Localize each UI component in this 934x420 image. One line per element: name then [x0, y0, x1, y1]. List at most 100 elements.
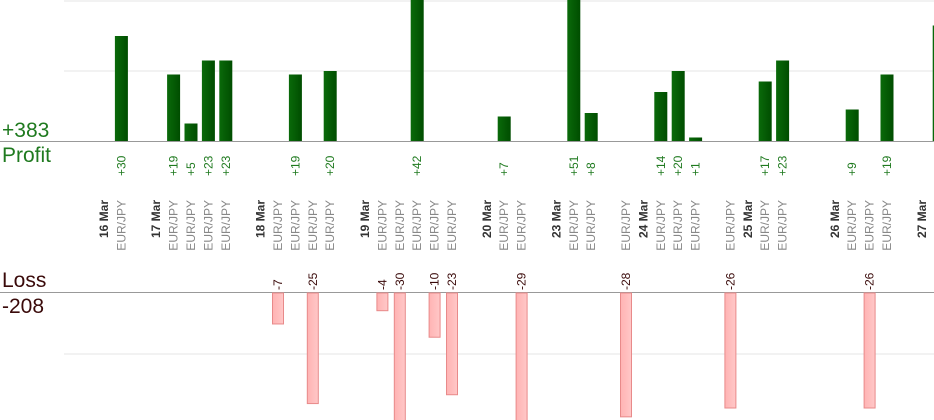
- profit-value-label: +7: [497, 162, 511, 176]
- profit-value-label: +30: [114, 155, 128, 176]
- loss-value-label: -29: [515, 272, 529, 290]
- pair-label: EUR/JPY: [445, 200, 459, 251]
- profit-bar: [671, 71, 685, 141]
- loss-value-label: -10: [428, 272, 442, 290]
- pair-label: EUR/JPY: [497, 200, 511, 251]
- pair-label: EUR/JPY: [184, 200, 198, 251]
- loss-value-label: -26: [723, 272, 737, 290]
- loss-bar: [863, 292, 876, 409]
- profit-value-label: +20: [671, 155, 685, 176]
- loss-value-label: -25: [306, 272, 320, 290]
- profit-bar: [323, 71, 337, 141]
- loss-bar: [446, 292, 458, 396]
- profit-label: Profit: [2, 144, 52, 167]
- pair-label: EUR/JPY: [880, 200, 894, 251]
- profit-value-label: +33: [932, 155, 934, 176]
- profit-bar: [201, 60, 215, 141]
- profit-value-label: +23: [219, 155, 233, 176]
- loss-label: Loss: [2, 269, 47, 292]
- profit-bar: [584, 113, 598, 141]
- pair-label: EUR/JPY: [375, 200, 389, 251]
- date-label: 23 Mar: [549, 200, 563, 238]
- pair-label: EUR/JPY: [689, 200, 703, 251]
- date-label: 18 Mar: [254, 200, 268, 238]
- profit-bar: [219, 60, 233, 141]
- profit-bar: [880, 74, 894, 141]
- profit-bars: [114, 0, 934, 141]
- profit-bar: [184, 123, 198, 141]
- gridlines: [0, 0, 934, 355]
- profit-bar: [288, 74, 302, 141]
- pair-label: EUR/JPY: [776, 200, 790, 251]
- loss-bar: [306, 292, 319, 405]
- pair-label: EUR/JPY: [393, 200, 407, 251]
- pair-label: EUR/JPY: [567, 200, 581, 251]
- loss-total: -208: [2, 295, 45, 318]
- pair-label: EUR/JPY: [863, 200, 877, 251]
- pair-label: EUR/JPY: [201, 200, 215, 251]
- loss-value-label: -23: [445, 272, 459, 290]
- date-label: 17 Mar: [149, 200, 163, 238]
- profit-value-label: +17: [758, 155, 772, 176]
- profit-value-label: +19: [880, 155, 894, 176]
- pair-label: EUR/JPY: [288, 200, 302, 251]
- date-label: 20 Mar: [480, 200, 494, 238]
- profit-bar: [410, 0, 424, 141]
- pair-label: EUR/JPY: [619, 200, 633, 251]
- pair-label: EUR/JPY: [723, 200, 737, 251]
- profit-bar: [845, 109, 859, 141]
- pair-label: EUR/JPY: [410, 200, 424, 251]
- pair-label: EUR/JPY: [845, 200, 859, 251]
- loss-value-label: -30: [393, 272, 407, 290]
- profit-value-label: +8: [584, 162, 598, 176]
- loss-value-label: -26: [863, 272, 877, 290]
- loss-bar: [428, 292, 441, 338]
- profit-bar: [167, 74, 181, 141]
- date-label: 16 Mar: [97, 200, 111, 238]
- loss-value-label: -7: [271, 279, 285, 290]
- pair-label: EUR/JPY: [932, 200, 934, 251]
- profit-value-label: +51: [567, 155, 581, 176]
- pair-label: EUR/JPY: [167, 200, 181, 251]
- profit-bar: [932, 25, 934, 141]
- profit-bar: [114, 36, 128, 141]
- profit-bar: [567, 0, 581, 141]
- pair-label: EUR/JPY: [428, 200, 442, 251]
- pair-label: EUR/JPY: [219, 200, 233, 251]
- profit-value-label: +5: [184, 162, 198, 176]
- pair-label: EUR/JPY: [306, 200, 320, 251]
- profit-value-label: +23: [776, 155, 790, 176]
- profit-value-label: +19: [288, 155, 302, 176]
- profit-value-label: +9: [845, 162, 859, 176]
- profit-total: +383: [2, 119, 50, 142]
- date-label: 27 Mar: [915, 200, 929, 238]
- loss-bar: [376, 292, 389, 312]
- axis-labels: 16 Mar 17 Mar 18 Mar 19 Mar 20 Mar 23 Mar 24 M…: [97, 200, 934, 251]
- loss-bar: [393, 292, 406, 420]
- loss-value-label: -28: [619, 272, 633, 290]
- profit-value-label: +20: [323, 155, 337, 176]
- pair-label: EUR/JPY: [654, 200, 668, 251]
- pair-label: EUR/JPY: [584, 200, 598, 251]
- profit-bar: [776, 60, 790, 141]
- pair-label: EUR/JPY: [114, 200, 128, 251]
- profit-bar: [497, 116, 511, 141]
- loss-value-label: -4: [375, 279, 389, 290]
- loss-bars: [272, 292, 876, 420]
- profit-bar: [654, 92, 668, 141]
- date-label: 19 Mar: [358, 200, 372, 238]
- loss-bar: [724, 292, 737, 409]
- profit-value-label: +23: [201, 155, 215, 176]
- profit-value-label: +1: [689, 162, 703, 176]
- loss-bar: [272, 292, 284, 325]
- profit-bar: [689, 137, 703, 141]
- date-label: 26 Mar: [828, 200, 842, 238]
- profit-value-label: +42: [410, 155, 424, 176]
- loss-bar: [620, 292, 632, 418]
- date-label: 25 Mar: [741, 200, 755, 238]
- pair-label: EUR/JPY: [515, 200, 529, 251]
- date-label: 24 Mar: [636, 200, 650, 238]
- profit-value-label: +19: [167, 155, 181, 176]
- pair-label: EUR/JPY: [758, 200, 772, 251]
